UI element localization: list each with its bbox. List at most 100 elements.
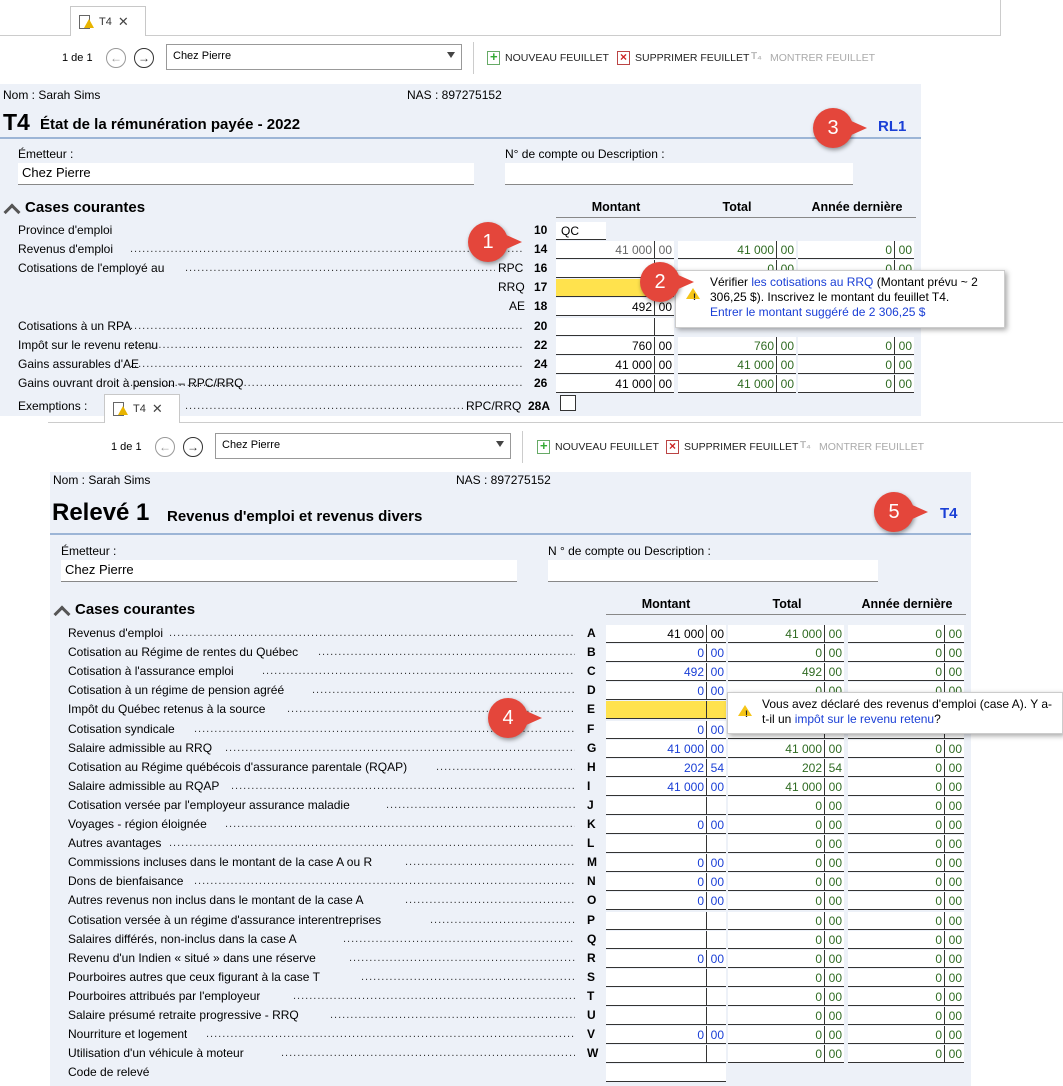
issuer-field[interactable]: Chez Pierre — [61, 560, 517, 582]
delete-sheet-button[interactable]: SUPPRIMER FEUILLET — [617, 50, 749, 65]
rl1-row-label: Nourriture et logement — [68, 1027, 188, 1041]
decimal-divider — [824, 1007, 825, 1025]
prev-page-icon[interactable]: ← — [106, 48, 126, 68]
amount-field[interactable]: 41 000 00 — [556, 356, 674, 374]
amount-cents: 00 — [948, 894, 962, 908]
next-page-icon[interactable]: → — [134, 48, 154, 68]
amount-cents: 00 — [780, 243, 794, 257]
toolbar-divider — [522, 431, 523, 463]
amount-field[interactable] — [606, 1045, 726, 1063]
title-rule — [50, 533, 971, 535]
amount-field[interactable]: 0 00 — [606, 1026, 726, 1044]
amount-field[interactable]: 492 00 — [556, 298, 674, 316]
amount-field[interactable]: 0 00 — [606, 892, 726, 910]
account-field[interactable] — [548, 560, 878, 582]
amount-field[interactable] — [606, 797, 726, 815]
tab-t4[interactable]: T4 ✕ — [70, 6, 146, 36]
prev-page-icon[interactable]: ← — [155, 437, 175, 457]
issuer-field[interactable]: Chez Pierre — [18, 163, 474, 185]
amount-field[interactable] — [606, 969, 726, 987]
tab-t4-bottom[interactable]: T4 ✕ — [104, 394, 180, 423]
new-sheet-button[interactable]: NOUVEAU FEUILLET — [487, 49, 609, 65]
amount-field[interactable] — [606, 912, 726, 930]
amount-field[interactable] — [606, 931, 726, 949]
exemption-checkbox[interactable] — [560, 395, 576, 411]
taxpayer-sin: NAS : 897275152 — [407, 88, 502, 102]
amount-field[interactable]: 0 00 — [606, 950, 726, 968]
amount-field[interactable]: 760 00 — [556, 337, 674, 355]
amount-field[interactable]: 492 00 — [606, 663, 726, 681]
employer-select[interactable]: Chez Pierre — [166, 44, 462, 70]
amount-field[interactable]: 41 000 00 — [606, 778, 726, 796]
amount-field[interactable] — [556, 318, 674, 336]
suggested-amount-link[interactable]: Entrer le montant suggéré de 2 306,25 $ — [710, 305, 926, 319]
next-page-icon[interactable]: → — [183, 437, 203, 457]
rrq-link[interactable]: les cotisations au RRQ — [751, 275, 874, 289]
amount-field[interactable]: 0 00 — [606, 682, 726, 700]
amount-field[interactable]: 0 00 — [606, 644, 726, 662]
tax-withheld-link[interactable]: impôt sur le revenu retenu — [794, 712, 935, 726]
close-tab-icon[interactable]: ✕ — [151, 401, 163, 416]
amount-field[interactable] — [606, 1007, 726, 1025]
delete-sheet-button[interactable]: SUPPRIMER FEUILLET — [666, 439, 798, 454]
amount-cents: 00 — [828, 1009, 842, 1023]
amount-integer: 0 — [935, 780, 942, 794]
amount-field[interactable]: 41 000 00 — [556, 375, 674, 393]
amount-field[interactable]: 0 00 — [606, 854, 726, 872]
amount-cents: 54 — [710, 761, 724, 775]
decimal-divider — [654, 337, 655, 355]
amount-field[interactable]: 41 000 00 — [556, 241, 674, 259]
decimal-divider — [706, 835, 707, 853]
amount-field[interactable]: 41 000 00 — [606, 740, 726, 758]
amount-field[interactable]: 0 00 — [606, 816, 726, 834]
amount-field[interactable]: 41 000 00 — [606, 625, 726, 643]
amount-field[interactable]: 0 00 — [606, 721, 726, 739]
delete-sheet-icon — [666, 439, 679, 454]
amount-field[interactable]: 0 00 — [606, 873, 726, 891]
amount-cents: 00 — [948, 646, 962, 660]
amount-integer: 0 — [697, 1028, 704, 1042]
close-tab-icon[interactable]: ✕ — [117, 13, 129, 29]
amount-field[interactable] — [606, 988, 726, 1006]
amount-field[interactable] — [606, 701, 726, 719]
amount-field[interactable] — [606, 835, 726, 853]
t4-link[interactable]: T4 — [940, 505, 958, 522]
rl1-row-label: Cotisation au Régime de rentes du Québec — [68, 645, 299, 659]
account-field[interactable] — [505, 163, 853, 185]
show-sheet-button[interactable]: T₄ MONTRER FEUILLET — [751, 51, 875, 65]
new-sheet-button[interactable]: NOUVEAU FEUILLET — [537, 438, 659, 454]
decimal-divider — [824, 1026, 825, 1044]
rl1-link[interactable]: RL1 — [878, 118, 907, 135]
decimal-divider — [706, 854, 707, 872]
code-field[interactable] — [606, 1064, 726, 1082]
show-sheet-button[interactable]: T₄ MONTRER FEUILLET — [800, 440, 924, 454]
amount-field[interactable]: 202 54 — [606, 759, 726, 777]
employer-select[interactable]: Chez Pierre — [215, 433, 511, 459]
province-field[interactable]: QC — [556, 222, 606, 240]
